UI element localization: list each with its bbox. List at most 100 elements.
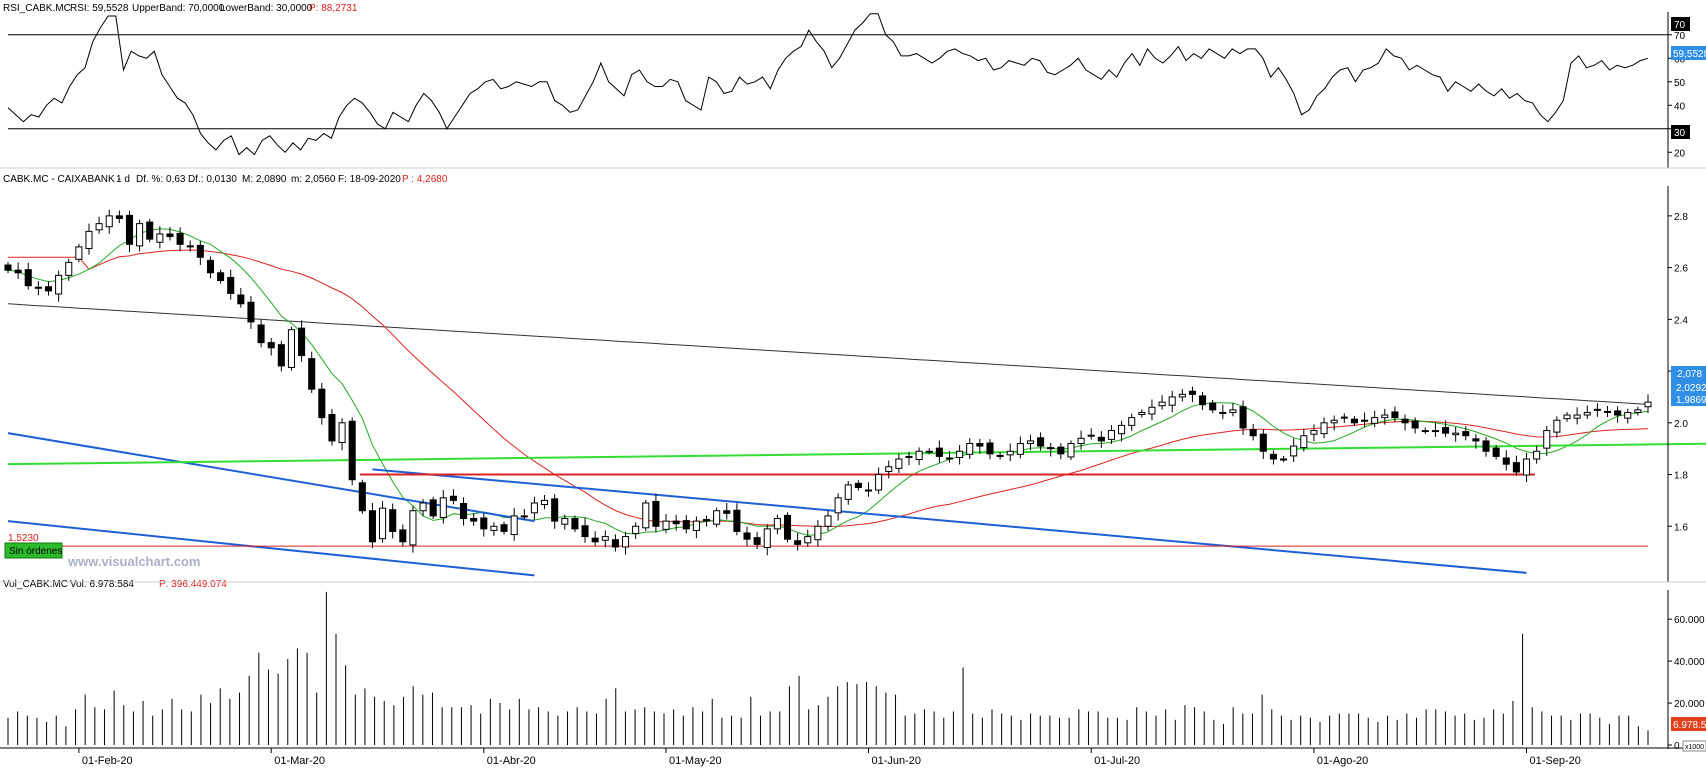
candle-body-up [1533,450,1541,460]
candle [470,513,478,526]
candle [1543,425,1551,456]
candle [460,497,468,526]
volume-header-vol: Vol: 6.978.584 [70,579,134,590]
candle [551,494,559,529]
candle [115,210,123,224]
candle-body-down [125,214,134,245]
candle [763,524,771,556]
candle [520,508,528,520]
price-tick-label: 2.0 [1674,419,1688,430]
candle [186,240,194,252]
candle [1614,406,1622,423]
candle [1634,406,1642,416]
candle-body-up [561,518,569,525]
candle-body-up [1006,450,1014,456]
volume-last-badge-text: 6.978.5 [1673,720,1706,731]
orders-button[interactable] [4,542,63,559]
candle [247,296,255,329]
candle-body-down [672,520,680,525]
candle-body-up [956,450,964,458]
candle-body-up [1543,430,1551,449]
candle [945,450,954,463]
rsi-header-lower: LowerBand: 30,0000 [220,3,313,14]
candle [530,496,538,520]
candle [1401,414,1409,431]
candle-body-down [1614,410,1622,416]
candle [338,418,346,451]
candle-body-down [186,245,194,248]
candle-body-down [4,264,12,271]
candle-body-up [1138,411,1146,416]
watermark: www.visualchart.com [67,554,200,569]
candle [713,507,721,528]
candle [1249,424,1257,441]
candle-body-down [24,269,32,287]
candle-body-down [1462,431,1470,437]
candle-body-up [1178,393,1186,398]
candle [682,515,690,534]
candle-body-down [1097,436,1105,442]
candle [561,514,569,530]
candle [1269,450,1277,465]
candle-body-up [1573,414,1581,419]
candle [449,489,457,505]
candle [753,532,761,550]
candle-body-down [146,221,154,240]
candle-body-down [996,454,1004,457]
date-tick-label: 01-Sep-20 [1530,755,1581,767]
rsi-last-badge-text: 59,5528 [1673,49,1706,60]
orders-button-label[interactable]: Sin órdenes [9,546,62,557]
volume-tick-label: 60.000 [1674,615,1705,626]
candle [399,524,407,547]
candle-body-up [895,458,903,469]
candle-body-down [854,482,862,488]
candle [672,514,680,531]
candle-body-down [318,388,326,419]
candle [915,447,923,465]
candle-body-up [439,497,447,518]
candle [1381,408,1389,425]
candle [176,227,184,252]
volume-last-badge [1671,717,1706,731]
candle [419,499,427,517]
volume-tick-label: 40.000 [1674,657,1705,668]
candle-body-up [844,484,852,500]
candle-body-down [1340,416,1348,419]
rsi-upper-badge-text: 70 [1674,20,1686,31]
candle [783,512,792,543]
candle-body-up [824,515,832,527]
price-header-max: M: 2,0890 [242,174,287,185]
candle-body-down [460,503,468,520]
rsi-upper-badge [1671,17,1690,31]
candle-body-down [1593,408,1601,411]
candle-body-down [257,324,265,344]
candle [925,448,933,455]
candle [895,453,903,473]
candle-body-up [490,525,498,531]
candle-body-down [976,442,984,447]
price-tick-label: 1.6 [1674,522,1688,533]
date-tick-label: 01-Ago-20 [1317,755,1368,767]
ma-long-badge [1671,393,1706,406]
candle-body-down [1199,395,1207,406]
candle-body-up [1229,409,1237,413]
candle [1310,424,1318,442]
candle-body-up [1118,424,1126,435]
candle [632,522,640,539]
rsi-tick-label: 20 [1674,148,1686,159]
candle [611,534,619,552]
candle [804,529,812,547]
candle-body-up [1381,414,1389,419]
volume-panel [7,591,1649,745]
candle-body-up [65,261,73,276]
ma-short-badge [1671,380,1706,394]
candle [834,493,842,521]
date-tick-label: 01-Jun-20 [871,755,921,767]
candle [105,209,113,234]
candle-body-down [1411,420,1419,429]
candle [601,530,609,548]
candle [1290,438,1298,463]
candle-body-down [449,495,457,501]
